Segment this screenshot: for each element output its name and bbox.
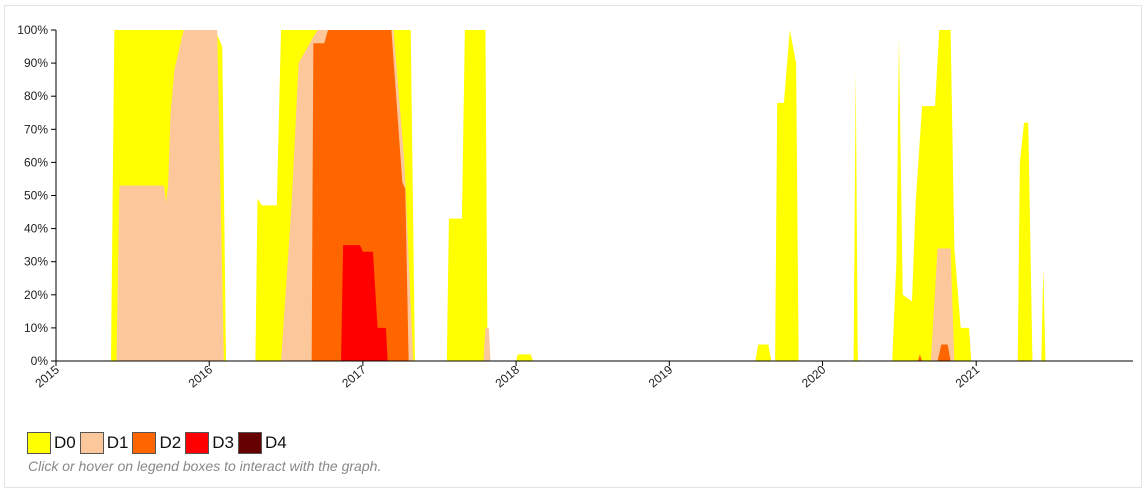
legend-label: D1 — [106, 433, 129, 452]
y-tick-label: 30% — [24, 255, 48, 269]
y-tick-label: 40% — [24, 222, 48, 236]
series-area-d1 — [116, 30, 955, 361]
x-tick-label: 2018 — [493, 362, 523, 390]
x-axis: 2015 2016 2017 2018 2019 2020 2021 — [32, 360, 1133, 390]
x-tick-label: 2021 — [953, 362, 983, 390]
y-tick-label: 20% — [24, 288, 48, 302]
series-areas — [110, 30, 1046, 361]
x-tick-label: 2019 — [646, 362, 676, 390]
y-tick-label: 0% — [31, 354, 49, 368]
legend-item-d3[interactable]: D3 — [185, 432, 234, 454]
legend-swatch-d0[interactable] — [27, 432, 51, 454]
legend-label: D0 — [54, 433, 76, 452]
legend-item-d1[interactable]: D1 — [79, 432, 129, 454]
y-tick-label: 100% — [17, 23, 48, 37]
y-axis: 0% 10% 20% 30% 40% 50% 60% 70% 80% 90% 100% — [17, 23, 57, 368]
x-tick-label: 2017 — [339, 362, 369, 390]
drought-area-chart: 0%10%20%30%40%50%60%70%80%90%100% 2015 20… — [17, 23, 1133, 390]
series-area-d3 — [341, 245, 388, 361]
legend-item-d2[interactable]: D2 — [132, 432, 181, 454]
x-tick-label: 2020 — [799, 362, 829, 390]
y-tick-label: 60% — [24, 155, 48, 169]
y-tick-label: 80% — [24, 89, 48, 103]
legend-label: D4 — [264, 433, 287, 452]
legend-item-d0[interactable]: D0 — [27, 432, 76, 454]
legend-swatch-d1[interactable] — [79, 432, 104, 454]
legend-swatch-d4[interactable] — [237, 432, 262, 454]
legend-label: D2 — [159, 433, 182, 452]
y-tick-label: 10% — [24, 321, 48, 335]
y-tick-label: 70% — [24, 122, 48, 136]
x-tick-label: 2016 — [186, 362, 216, 390]
legend-item-d4[interactable]: D4 — [237, 432, 287, 454]
legend-swatch-d2[interactable] — [132, 432, 157, 454]
series-area-d0 — [110, 30, 1046, 361]
y-tick-label: 90% — [24, 56, 48, 70]
chart-panel: 0% 10% 20% 30% 40% 50% 60% 70% 80% 90% 100% 2015 20… — [4, 5, 1142, 488]
y-tick-label: 50% — [24, 189, 48, 203]
legend: D0 D1 D2 D3 D4 — [27, 432, 291, 454]
legend-label: D3 — [212, 433, 234, 452]
legend-swatch-d3[interactable] — [185, 432, 210, 454]
legend-hint: Click or hover on legend boxes to intera… — [28, 458, 382, 474]
